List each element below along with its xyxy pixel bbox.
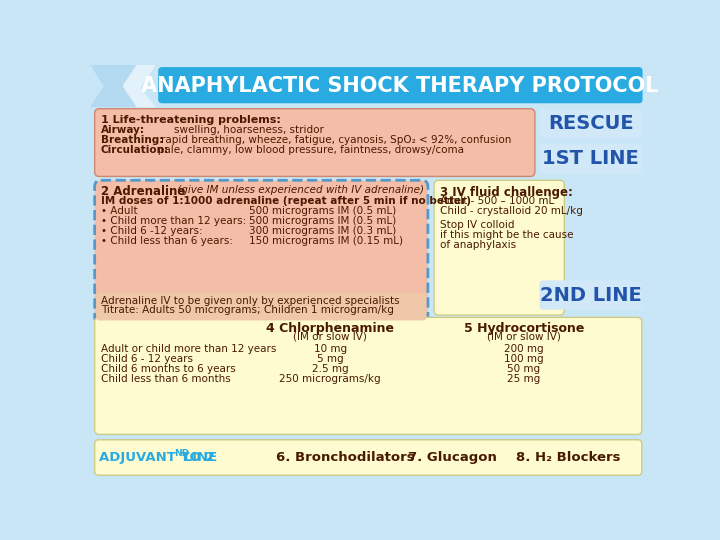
Text: 3 IV fluid challenge:: 3 IV fluid challenge: [441,186,573,199]
FancyBboxPatch shape [539,144,642,173]
FancyBboxPatch shape [96,293,426,320]
Text: 5 mg: 5 mg [317,354,343,363]
Text: 5 Hydrocortisone: 5 Hydrocortisone [464,322,584,335]
Text: Child 6 months to 6 years: Child 6 months to 6 years [101,363,235,374]
Text: 2ND LINE: 2ND LINE [540,286,642,305]
Text: of anaphylaxis: of anaphylaxis [441,240,516,251]
Text: Adult - 500 – 1000 mL: Adult - 500 – 1000 mL [441,197,554,206]
Polygon shape [90,65,156,107]
Text: Adrenaline IV to be given only by experienced specialists: Adrenaline IV to be given only by experi… [101,296,400,306]
Text: 2.5 mg: 2.5 mg [312,363,348,374]
Text: rapid breathing, wheeze, fatigue, cyanosis, SpO₂ < 92%, confusion: rapid breathing, wheeze, fatigue, cyanos… [148,135,511,145]
Text: • Child more than 12 years:: • Child more than 12 years: [101,215,246,226]
Text: Circulation:: Circulation: [101,145,169,155]
Text: Child - crystalloid 20 mL/kg: Child - crystalloid 20 mL/kg [441,206,583,217]
Text: Airway:: Airway: [101,125,145,135]
Text: 8. H₂ Blockers: 8. H₂ Blockers [516,451,621,464]
Text: Stop IV colloid: Stop IV colloid [441,220,515,231]
Text: (give IM unless experienced with IV adrenaline): (give IM unless experienced with IV adre… [174,185,423,195]
Text: 50 mg: 50 mg [508,363,541,374]
Text: (IM or slow IV): (IM or slow IV) [487,332,561,342]
Text: RESCUE: RESCUE [548,114,634,133]
Text: 6. Bronchodilators: 6. Bronchodilators [276,451,415,464]
FancyBboxPatch shape [158,67,642,103]
Text: Child less than 6 months: Child less than 6 months [101,374,230,383]
Text: 10 mg: 10 mg [314,343,347,354]
Text: 250 micrograms/kg: 250 micrograms/kg [279,374,381,383]
Text: Adult or child more than 12 years: Adult or child more than 12 years [101,343,276,354]
Text: IM doses of 1:1000 adrenaline (repeat after 5 min if no better): IM doses of 1:1000 adrenaline (repeat af… [101,195,471,206]
FancyBboxPatch shape [94,440,642,475]
Text: 150 micrograms IM (0.15 mL): 150 micrograms IM (0.15 mL) [249,236,403,246]
FancyBboxPatch shape [94,180,428,323]
Text: 4 Chlorphenamine: 4 Chlorphenamine [266,322,395,335]
FancyBboxPatch shape [94,109,535,177]
Text: pale, clammy, low blood pressure, faintness, drowsy/coma: pale, clammy, low blood pressure, faintn… [148,145,464,155]
Text: ADJUVANT TO 2: ADJUVANT TO 2 [99,451,215,464]
Text: 7. Glucagon: 7. Glucagon [408,451,497,464]
Polygon shape [90,65,137,107]
Text: Breathing:: Breathing: [101,135,163,145]
Text: Titrate: Adults 50 micrograms; Children 1 microgram/kg: Titrate: Adults 50 micrograms; Children … [101,305,394,315]
Text: 500 micrograms IM (0.5 mL): 500 micrograms IM (0.5 mL) [249,215,396,226]
Text: • Child 6 -12 years:: • Child 6 -12 years: [101,226,202,236]
Text: 500 micrograms IM (0.5 mL): 500 micrograms IM (0.5 mL) [249,206,396,215]
FancyBboxPatch shape [434,180,564,315]
FancyBboxPatch shape [539,109,642,138]
FancyBboxPatch shape [539,280,642,309]
Text: 2 Adrenaline: 2 Adrenaline [101,185,185,198]
Text: 1 Life-threatening problems:: 1 Life-threatening problems: [101,115,281,125]
Text: • Child less than 6 years:: • Child less than 6 years: [101,236,233,246]
Text: 100 mg: 100 mg [504,354,544,363]
Text: (IM or slow IV): (IM or slow IV) [293,332,367,342]
Text: 300 micrograms IM (0.3 mL): 300 micrograms IM (0.3 mL) [249,226,396,236]
Text: swelling, hoarseness, stridor: swelling, hoarseness, stridor [148,125,324,135]
Text: ND: ND [174,449,189,458]
Text: 25 mg: 25 mg [508,374,541,383]
FancyBboxPatch shape [94,318,642,434]
Text: if this might be the cause: if this might be the cause [441,231,574,240]
Text: 200 mg: 200 mg [504,343,544,354]
Text: 1ST LINE: 1ST LINE [542,149,639,168]
Text: Child 6 - 12 years: Child 6 - 12 years [101,354,193,363]
Text: ANAPHYLACTIC SHOCK THERAPY PROTOCOL: ANAPHYLACTIC SHOCK THERAPY PROTOCOL [141,76,659,96]
Text: • Adult: • Adult [101,206,138,215]
Text: LINE: LINE [179,451,217,464]
